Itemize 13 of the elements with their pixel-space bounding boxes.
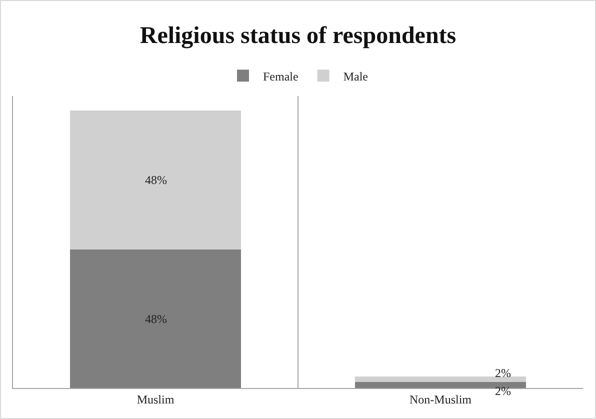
data-label: 48% — [145, 312, 167, 326]
legend-label: Male — [343, 69, 368, 84]
bar — [70, 110, 241, 250]
x-tick-label: Muslim — [136, 392, 175, 406]
bar — [355, 376, 526, 382]
data-label: 2% — [495, 384, 511, 398]
data-label: 2% — [495, 366, 511, 380]
x-tick-label: Non-Muslim — [409, 392, 472, 406]
bar — [355, 382, 526, 388]
chart-title: Religious status of respondents — [140, 22, 456, 49]
bar — [70, 249, 241, 388]
legend-label: Female — [263, 69, 298, 84]
data-label: 48% — [145, 173, 167, 187]
